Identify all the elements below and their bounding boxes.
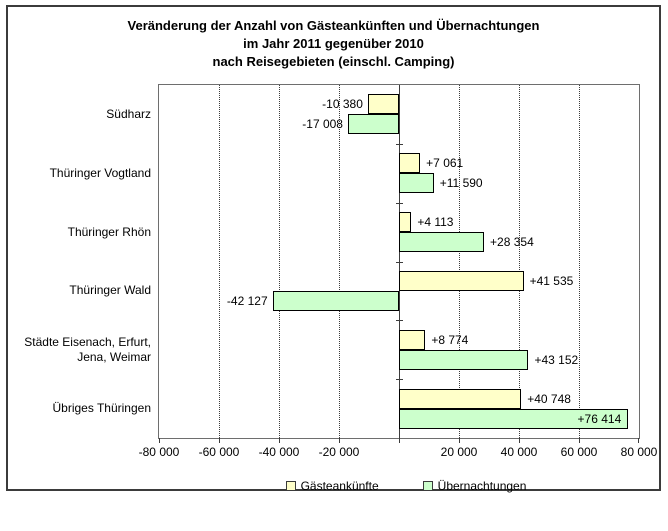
bar-value-label: +76 414 [577, 411, 622, 426]
category-label: Städte Eisenach, Erfurt, Jena, Weimar [24, 334, 151, 364]
chart-title: Veränderung der Anzahl von Gästeankünfte… [8, 17, 659, 71]
category-label: Übriges Thüringen [52, 401, 151, 416]
gridline [339, 85, 340, 438]
legend-item-gaesteankuenfte: Gästeankünfte [285, 479, 379, 493]
x-axis-tick [459, 438, 460, 443]
bar-gaesteankuenfte [399, 329, 426, 350]
bar-uebernachtungen [347, 114, 399, 135]
legend-swatch-uebernachtungen-icon [422, 481, 433, 491]
legend-label-gaesteankuenfte: Gästeankünfte [300, 479, 379, 493]
gridline [459, 85, 460, 438]
category-label: Südharz [106, 106, 151, 121]
bar-value-label: +43 152 [534, 352, 579, 367]
chart-title-line3: nach Reisegebieten (einschl. Camping) [212, 54, 455, 69]
plot-area: -10 380 +7 061 +4 113 +41 535 +8 774 +40 748 -… [24, 84, 657, 459]
category-axis-tick [396, 203, 403, 204]
legend-label-uebernachtungen: Übernachtungen [437, 479, 527, 493]
bar-gaesteankuenfte [399, 388, 522, 409]
x-axis-tick [638, 438, 639, 443]
bar-value-label: +8 774 [431, 332, 469, 347]
bar-value-label: -17 008 [302, 117, 343, 132]
bar-value-label: +28 354 [490, 235, 534, 250]
x-axis-tick [399, 438, 400, 443]
category-axis-zero-line [399, 85, 400, 438]
category-axis-tick [396, 144, 403, 145]
chart-title-line2: im Jahr 2011 gegenüber 2010 [243, 36, 424, 51]
chart-legend: Gästeankünfte Übernachtungen [166, 478, 646, 494]
x-axis-tick-label: 40 000 [500, 445, 538, 459]
x-axis-tick [339, 438, 340, 443]
legend-swatch-gaesteankuenfte-icon [285, 481, 296, 491]
bar-uebernachtungen [399, 408, 629, 429]
x-axis-tick-label: -40 000 [258, 445, 300, 459]
category-axis-tick [396, 262, 403, 263]
bar-value-label: -42 127 [226, 293, 268, 308]
bar-gaesteankuenfte [367, 94, 399, 115]
category-axis-tick [396, 320, 403, 321]
category-label: Thüringer Wald [69, 283, 151, 298]
bar-gaesteankuenfte [399, 270, 524, 291]
x-axis-tick-label: -80 000 [138, 445, 180, 459]
bar-value-label: +7 061 [426, 156, 464, 171]
bar-uebernachtungen [399, 232, 485, 253]
x-axis-tick [519, 438, 520, 443]
x-axis-tick [219, 438, 220, 443]
gridline [519, 85, 520, 438]
bar-uebernachtungen [399, 173, 434, 194]
legend-item-uebernachtungen: Übernachtungen [422, 479, 527, 493]
x-axis-tick [159, 438, 160, 443]
chart-title-line1: Veränderung der Anzahl von Gästeankünfte… [127, 18, 540, 33]
category-label: Thüringer Vogtland [49, 165, 151, 180]
gridline [279, 85, 280, 438]
x-axis-tick [279, 438, 280, 443]
x-axis-tick-label: 20 000 [440, 445, 478, 459]
bar-value-label: +11 590 [439, 176, 483, 191]
bar-value-label: +41 535 [529, 273, 574, 288]
x-axis-tick-label: 80 000 [620, 445, 658, 459]
bar-uebernachtungen [272, 290, 399, 311]
x-axis-tick-label: -60 000 [198, 445, 240, 459]
bar-uebernachtungen [399, 349, 529, 370]
x-axis-tick-label: -20 000 [318, 445, 360, 459]
category-axis-tick [396, 379, 403, 380]
bar-gaesteankuenfte [399, 153, 421, 174]
category-label: Thüringer Rhön [67, 224, 151, 239]
x-axis-tick-label: 60 000 [560, 445, 598, 459]
bar-value-label: +40 748 [527, 391, 571, 406]
gridline [579, 85, 580, 438]
bar-value-label: -10 380 [322, 97, 363, 112]
x-axis-tick [579, 438, 580, 443]
bar-gaesteankuenfte [399, 212, 412, 233]
bar-value-label: +4 113 [417, 215, 454, 230]
gridline [219, 85, 220, 438]
